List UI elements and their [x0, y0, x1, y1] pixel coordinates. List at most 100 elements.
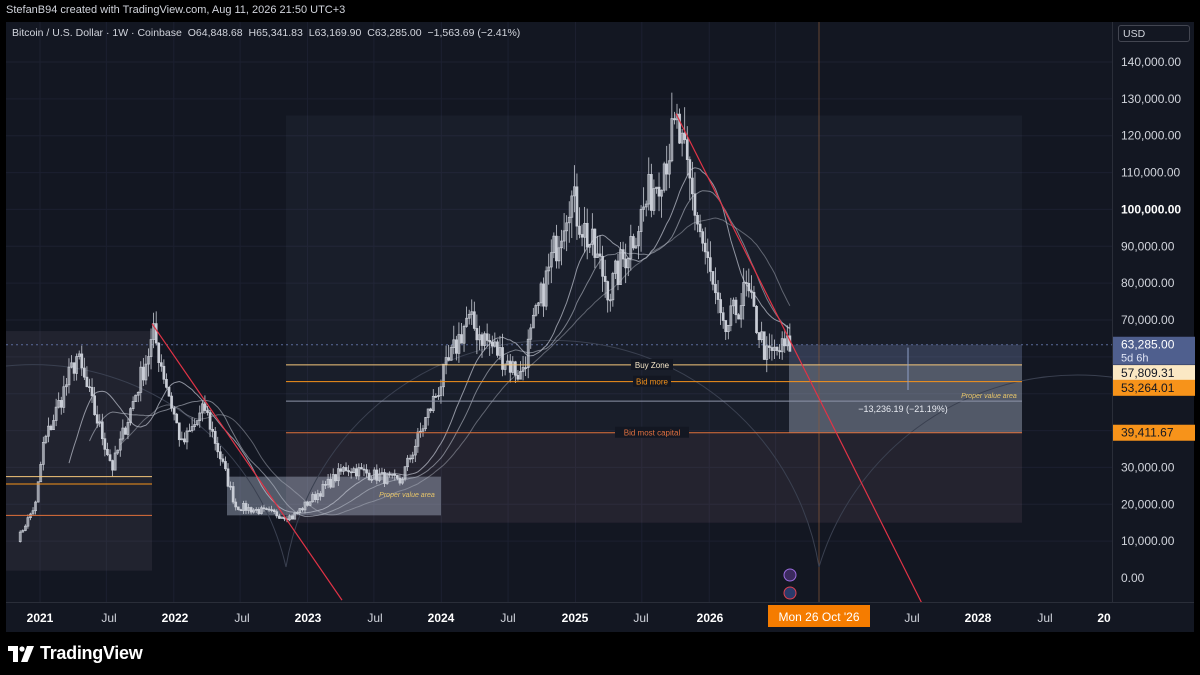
time-tick-label: 20: [1097, 611, 1111, 625]
candle: [750, 275, 753, 299]
candle-body: [100, 421, 104, 440]
candle-body: [75, 356, 79, 374]
candle: [211, 421, 214, 438]
time-axis[interactable]: 2021 Jul 2022 Jul 2023 Jul 2024 Jul 2025 Jul 2026 J…: [6, 602, 1194, 632]
candle-body: [747, 282, 751, 292]
candle: [770, 334, 774, 361]
candle: [434, 393, 438, 399]
candle: [342, 465, 345, 475]
candle: [714, 267, 717, 305]
candle: [288, 514, 291, 522]
candle-body: [175, 413, 179, 424]
crosshair-date-bg: [768, 605, 870, 627]
candle-body: [298, 508, 302, 513]
candle: [321, 480, 325, 497]
candle: [403, 466, 407, 482]
candle: [260, 505, 263, 515]
candle: [449, 345, 453, 361]
candle-body: [270, 509, 273, 511]
candle-body: [95, 414, 99, 424]
candle-body: [611, 273, 615, 301]
candle: [475, 314, 479, 355]
candles: [18, 92, 792, 543]
candle-body: [583, 222, 586, 238]
candle: [62, 375, 66, 413]
candle: [124, 426, 127, 435]
chart-pane[interactable]: Buy Zone Bid more Bid most capital Proper v…: [6, 22, 1112, 602]
candle-body: [552, 235, 556, 254]
candle-body: [578, 225, 581, 235]
candle-body: [619, 249, 622, 285]
candle-body: [411, 454, 415, 460]
candle: [660, 189, 663, 218]
candle: [93, 386, 96, 416]
flag-icon: [783, 586, 797, 600]
price-chart[interactable]: Buy Zone Bid more Bid most capital Proper v…: [6, 22, 1112, 602]
candle: [411, 451, 415, 464]
moving-average-3: [119, 217, 791, 516]
candle: [637, 225, 640, 260]
candle-body: [67, 366, 71, 386]
candle: [329, 473, 332, 489]
candle: [388, 471, 391, 478]
candle: [290, 514, 294, 520]
candle-body: [573, 186, 576, 197]
candle: [118, 431, 122, 457]
candle: [460, 322, 463, 344]
candle: [570, 190, 574, 239]
candle-body: [31, 510, 35, 515]
candle: [647, 157, 651, 211]
candle-body: [691, 177, 694, 195]
candle: [426, 408, 430, 426]
candle-body: [80, 353, 84, 369]
candle: [18, 530, 22, 543]
candle-body: [131, 401, 135, 410]
candle: [347, 465, 350, 477]
candle: [216, 436, 220, 458]
candle-body: [529, 327, 533, 340]
candle-body: [380, 472, 384, 475]
candle: [370, 475, 374, 483]
candle-body: [778, 350, 781, 353]
downtrend-line-2025: [675, 113, 922, 602]
currency-selector[interactable]: USD: [1118, 25, 1190, 42]
time-tick-label: 2023: [295, 611, 322, 625]
candle: [175, 412, 179, 424]
proper-value-label-2026: Proper value area: [961, 393, 1017, 400]
candle: [360, 462, 363, 470]
symbol-legend[interactable]: Bitcoin / U.S. Dollar · 1W · Coinbase O6…: [12, 27, 523, 39]
candle-body: [275, 511, 279, 517]
candle: [362, 464, 366, 477]
candle-body: [657, 186, 661, 197]
candle: [496, 339, 499, 358]
candle-body: [732, 299, 735, 307]
candle: [157, 342, 161, 373]
candle-body: [465, 317, 468, 327]
candle: [311, 492, 315, 503]
candle: [452, 325, 456, 355]
candle: [691, 161, 694, 211]
candle: [437, 387, 440, 400]
candle: [195, 420, 199, 427]
candle: [480, 332, 484, 358]
candle: [239, 508, 243, 512]
candle: [218, 446, 222, 466]
candle: [85, 366, 89, 388]
candle-body: [480, 334, 484, 346]
candle: [619, 241, 622, 285]
candle-body: [447, 357, 451, 361]
candle: [41, 436, 45, 471]
candle-body: [303, 501, 307, 511]
candle-body: [280, 516, 284, 519]
candle-body: [313, 494, 317, 500]
candle: [531, 307, 535, 329]
price-axis[interactable]: 140,000.00 130,000.00 120,000.00 110,000.00…: [1112, 22, 1195, 602]
legend-symbol: Bitcoin / U.S. Dollar · 1W · Coinbase: [12, 27, 182, 39]
candle-body: [708, 257, 712, 272]
candle-body: [116, 449, 120, 454]
time-tick-label: Jul: [904, 611, 919, 625]
candle: [467, 309, 471, 325]
candle: [270, 505, 273, 513]
candle: [231, 481, 235, 505]
candle: [783, 329, 787, 353]
